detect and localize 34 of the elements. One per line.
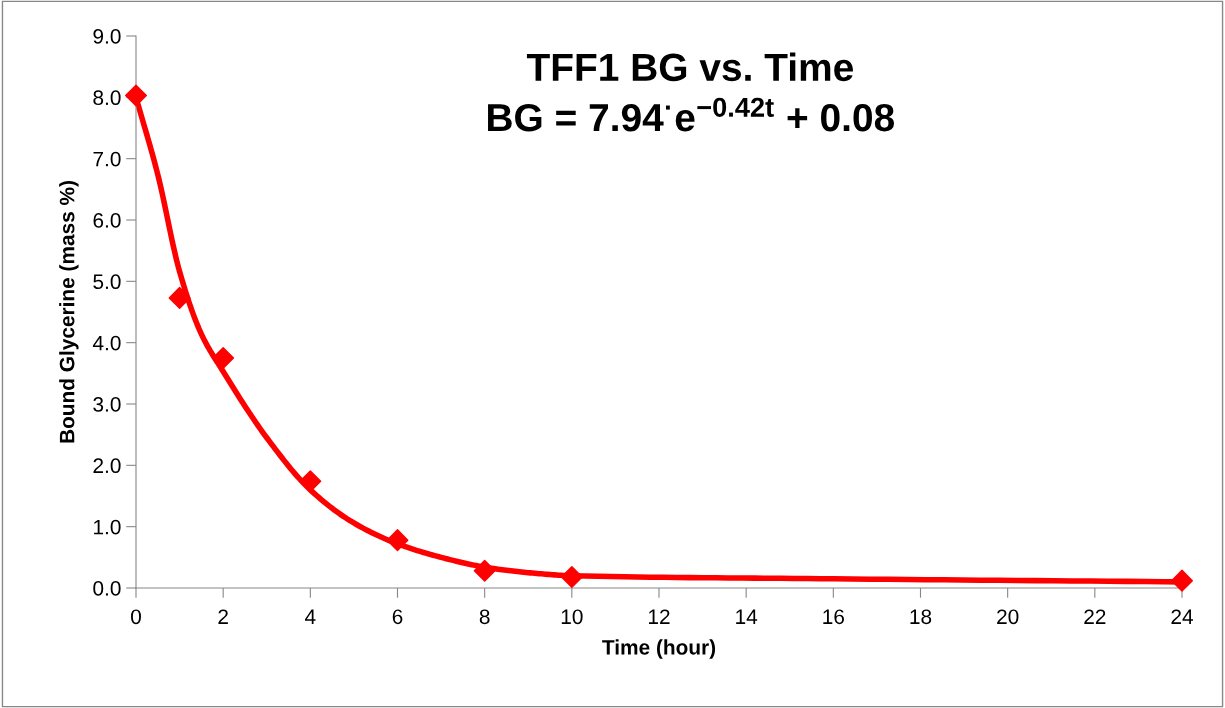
y-tick-label: 8.0 <box>93 90 121 106</box>
x-tick-label: 20 <box>997 609 1019 625</box>
y-tick-label: 3.0 <box>93 397 121 412</box>
y-tick-label: 4.0 <box>92 335 121 351</box>
x-tick-label: 0 <box>131 609 141 625</box>
x-tick-label: 22 <box>1084 609 1106 624</box>
point <box>386 529 409 552</box>
x-tick-label: 4 <box>305 609 316 624</box>
point <box>299 470 322 493</box>
x-tick-label: 10 <box>561 609 583 625</box>
y-tick-label: 9.0 <box>93 29 121 44</box>
x-tick-label: 18 <box>910 609 932 625</box>
y-tick-label: 1.0 <box>94 519 121 535</box>
x-tick-label: 8 <box>479 609 490 625</box>
y-tick-label: 5.0 <box>93 274 121 290</box>
y-tick-label: 7.0 <box>93 151 121 167</box>
x-tick-label: 24 <box>1171 609 1193 624</box>
y-axis-title: Bound Glycerine (mass %) <box>59 181 79 443</box>
point <box>473 559 496 582</box>
point <box>125 84 147 107</box>
point <box>1171 569 1193 592</box>
point <box>168 286 191 309</box>
point <box>560 565 583 588</box>
x-tick-label: 6 <box>392 609 403 625</box>
x-tick-label: 12 <box>649 609 670 624</box>
x-tick-label: 16 <box>823 609 845 625</box>
x-axis-title: Time (hour) <box>602 639 716 659</box>
y-tick-label: 0.0 <box>93 581 121 596</box>
text: TFF1 BG vs. Time BG = 7.94$^{·}$e$^{−0.42t}$ + 0.08 <box>488 52 894 132</box>
x-tick-label: 2 <box>218 609 228 624</box>
y-tick-label: 6.0 <box>93 213 121 228</box>
x-tick-label: 14 <box>736 609 758 624</box>
y-tick-label: 2.0 <box>93 458 121 474</box>
point <box>212 347 235 369</box>
